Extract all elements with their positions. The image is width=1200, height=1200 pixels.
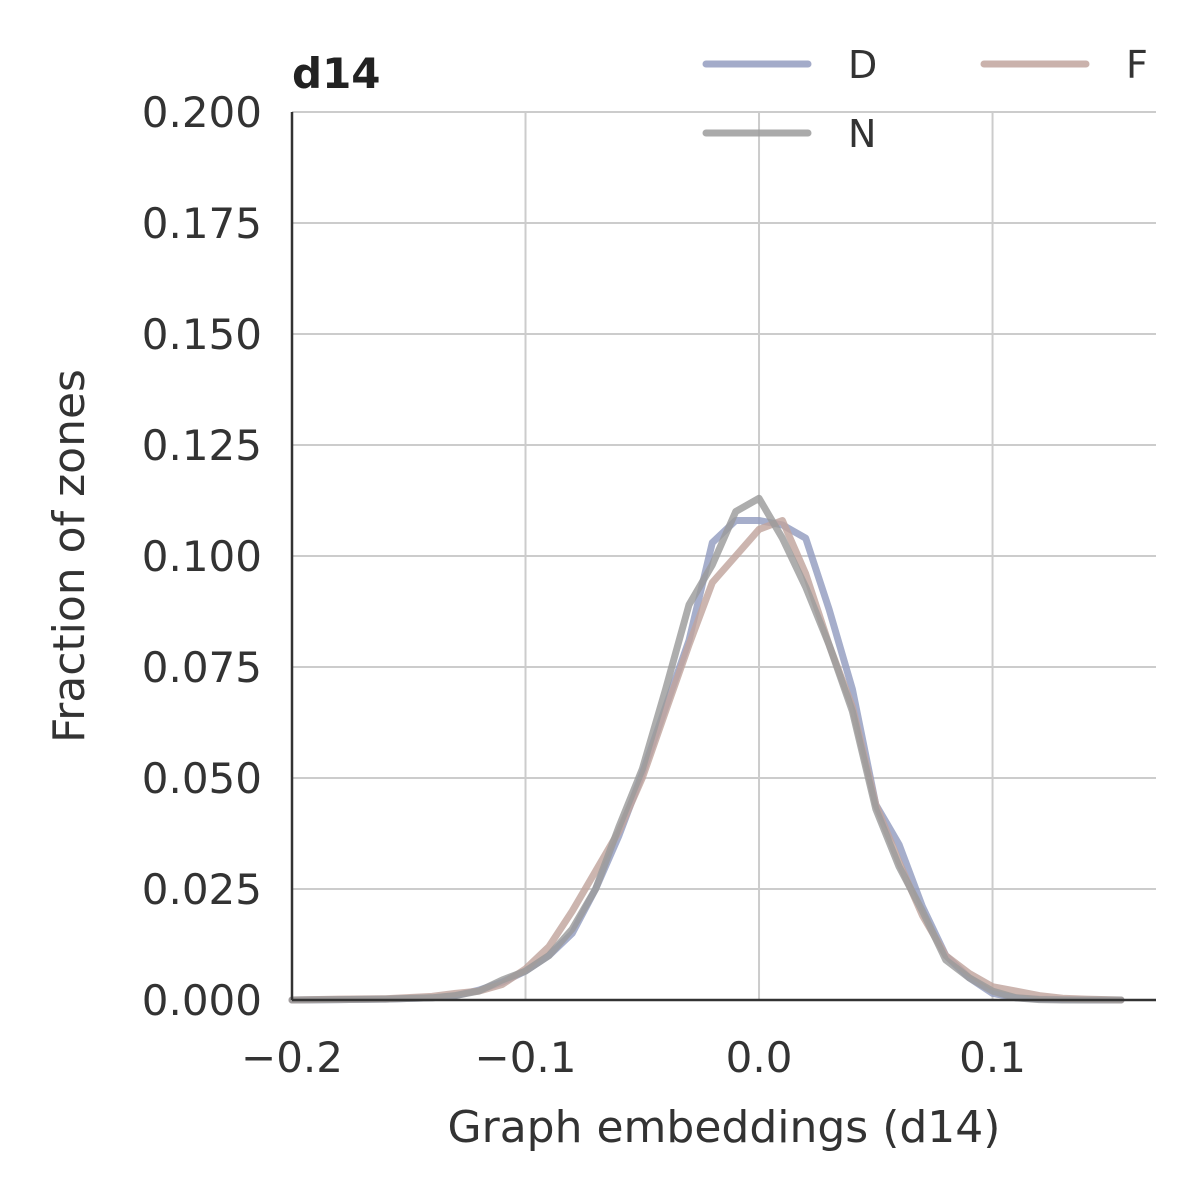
x-tick-label: 0.0 — [726, 1033, 793, 1082]
y-axis-label: Fraction of zones — [44, 369, 95, 743]
y-tick-labels: 0.000 0.025 0.050 0.075 0.100 0.125 0.150 0.175… — [142, 88, 262, 1025]
series-line-N — [288, 494, 1125, 1004]
legend-label: F — [1126, 43, 1148, 87]
y-tick-label: 0.000 — [142, 976, 262, 1025]
y-tick-label: 0.175 — [142, 199, 262, 248]
grid — [291, 111, 1156, 1000]
legend-entry-N: N — [702, 112, 876, 156]
series-lines — [288, 494, 1125, 1004]
y-tick-label: 0.025 — [142, 865, 262, 914]
legend-entry-F: F — [980, 43, 1148, 87]
y-tick-label: 0.200 — [142, 88, 262, 137]
chart-title: d14 — [292, 49, 381, 98]
y-tick-label: 0.150 — [142, 310, 262, 359]
x-tick-labels: −0.2 −0.1 0.0 0.1 — [241, 1033, 1026, 1082]
legend-entry-D: D — [702, 43, 877, 87]
legend: D F N — [702, 43, 1148, 156]
legend-label: N — [848, 112, 876, 156]
axes — [290, 112, 1156, 1002]
series-line-F — [288, 517, 1125, 1004]
y-tick-label: 0.125 — [142, 421, 262, 470]
x-tick-label: −0.2 — [241, 1033, 343, 1082]
legend-label: D — [848, 43, 877, 87]
x-tick-label: −0.1 — [475, 1033, 577, 1082]
y-tick-label: 0.100 — [142, 532, 262, 581]
x-axis-label: Graph embeddings (d14) — [448, 1102, 1001, 1153]
y-tick-label: 0.050 — [142, 754, 262, 803]
y-tick-label: 0.075 — [142, 643, 262, 692]
x-tick-label: 0.1 — [959, 1033, 1026, 1082]
